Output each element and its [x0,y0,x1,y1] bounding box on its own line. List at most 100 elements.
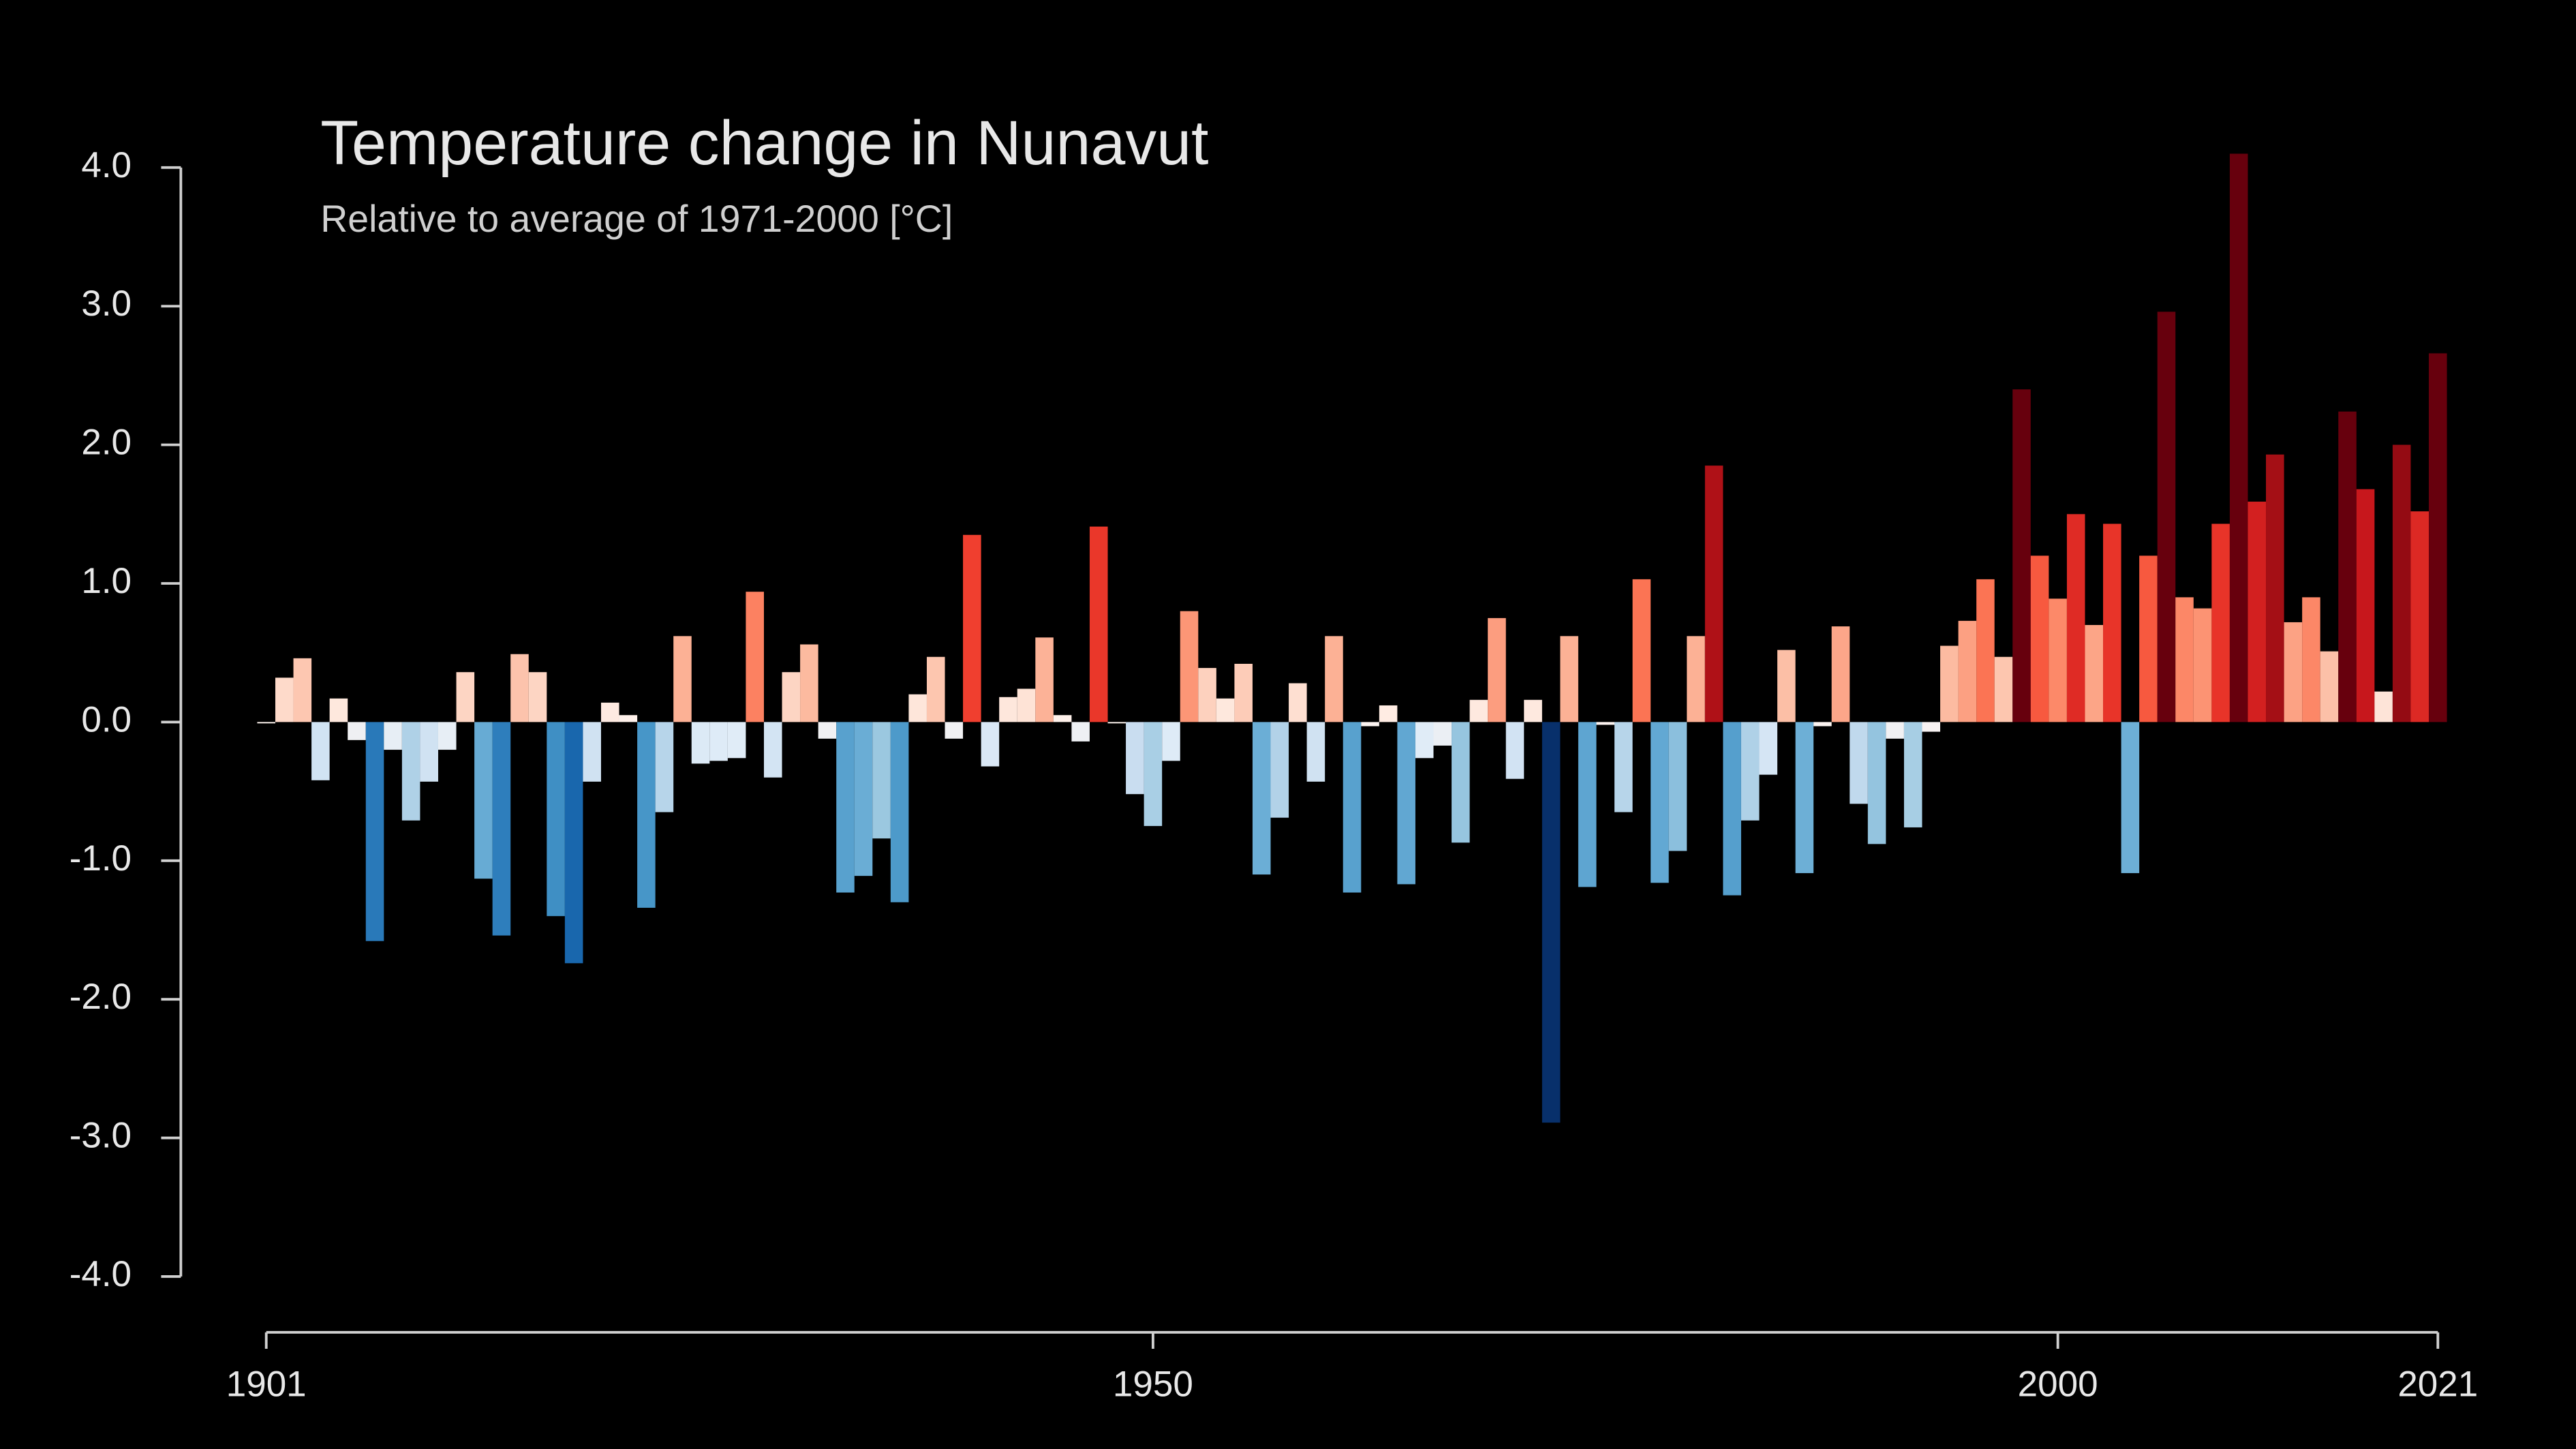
bar [1958,620,1977,722]
bar [1524,699,1542,722]
bar [1759,722,1778,775]
y-tick-label: -1.0 [70,838,132,879]
bar [348,722,366,740]
bar [1578,722,1597,887]
bar [1107,722,1126,724]
bar [2320,651,2339,722]
bar [583,722,601,782]
bar [365,722,384,941]
chart-subtitle: Relative to average of 1971-2000 [°C] [320,198,953,240]
bar [1668,722,1687,851]
bar [420,722,438,782]
bar [1560,636,1578,722]
bar [1651,722,1669,883]
bar [1035,637,1054,722]
bar [2302,597,2320,722]
bar [1071,722,1090,742]
bar [2193,608,2212,722]
bar [1687,636,1705,722]
bar [564,722,583,964]
bar [1144,722,1163,826]
bar [963,534,981,722]
bar [1198,668,1216,722]
y-tick-label: 4.0 [81,145,132,185]
bar [384,722,402,750]
bar [2030,555,2049,722]
bar [1306,722,1325,782]
bar [1831,626,1850,722]
bar [1270,722,1289,818]
y-tick-label: 1.0 [81,561,132,601]
bar [1488,617,1506,722]
bar [1704,466,1723,722]
bar [2175,597,2194,722]
bar [311,722,330,780]
bar [619,715,638,722]
y-tick-label: 0.0 [81,699,132,739]
bar [1089,526,1108,722]
bar [926,656,945,722]
bar [1777,650,1796,722]
bar [782,672,801,722]
bar [709,722,728,761]
bar [1596,722,1615,725]
bar [2266,454,2284,722]
y-tick-label: -4.0 [70,1254,132,1294]
y-tick-label: -2.0 [70,977,132,1017]
bar [1216,698,1235,722]
bar [2229,153,2248,722]
bar [1940,645,1959,722]
bar [2157,311,2176,722]
bar [854,722,873,876]
bar [872,722,891,839]
x-tick-label: 1901 [226,1364,307,1404]
bar [981,722,1000,767]
x-tick-label: 2000 [2018,1364,2098,1404]
bar [637,722,656,908]
bar [655,722,674,812]
bar [999,697,1017,722]
bar [600,702,619,722]
bar [401,722,420,821]
bar [474,722,493,879]
bar [800,644,818,722]
bar [1325,636,1343,722]
bar [1289,683,1307,722]
bar [1505,722,1524,779]
bar [691,722,710,764]
bar [2248,502,2267,722]
bar [1343,722,1362,893]
bar [2284,622,2303,722]
bar [1886,722,1904,739]
bar [1252,722,1271,875]
bar [1053,715,1072,722]
bar [1361,722,1379,727]
y-tick-label: 2.0 [81,423,132,463]
bar [1976,579,1995,722]
bar [1850,722,1868,804]
bar [2211,523,2230,722]
bar [1126,722,1144,795]
bar [818,722,837,739]
bar [1415,722,1434,759]
bar [510,654,529,722]
bar [438,722,457,750]
bar [1017,688,1036,722]
bar [945,722,964,739]
bar [908,694,927,722]
x-tick-label: 2021 [2397,1364,2478,1404]
x-tick-label: 1950 [1113,1364,1193,1404]
bar [2410,511,2429,722]
bar [2392,444,2411,722]
bar [890,722,909,902]
bar [727,722,746,759]
bar [1452,722,1470,843]
bar [456,672,475,722]
bar [547,722,565,917]
bar [329,698,348,722]
bar [1994,656,2013,722]
y-tick-label: 3.0 [81,284,132,324]
bar [1867,722,1886,844]
bar [2066,514,2085,722]
